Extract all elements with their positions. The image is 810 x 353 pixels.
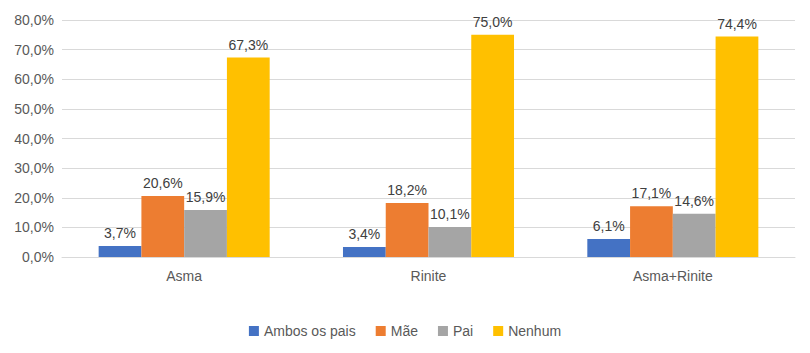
svg-text:20,6%: 20,6% bbox=[143, 175, 183, 191]
svg-text:14,6%: 14,6% bbox=[674, 193, 714, 209]
svg-text:Ambos os pais: Ambos os pais bbox=[264, 323, 356, 339]
svg-text:75,0%: 75,0% bbox=[473, 14, 513, 30]
svg-text:60,0%: 60,0% bbox=[14, 71, 54, 87]
svg-text:Nenhum: Nenhum bbox=[508, 323, 561, 339]
svg-text:3,4%: 3,4% bbox=[348, 226, 380, 242]
svg-text:Rinite: Rinite bbox=[411, 268, 447, 284]
svg-text:Asma: Asma bbox=[166, 268, 202, 284]
svg-text:10,1%: 10,1% bbox=[430, 206, 470, 222]
svg-text:0,0%: 0,0% bbox=[22, 249, 54, 265]
svg-text:18,2%: 18,2% bbox=[387, 182, 427, 198]
svg-text:Asma+Rinite: Asma+Rinite bbox=[633, 268, 713, 284]
svg-text:6,1%: 6,1% bbox=[593, 218, 625, 234]
svg-text:50,0%: 50,0% bbox=[14, 101, 54, 117]
svg-text:80,0%: 80,0% bbox=[14, 12, 54, 28]
svg-text:10,0%: 10,0% bbox=[14, 219, 54, 235]
svg-text:30,0%: 30,0% bbox=[14, 160, 54, 176]
svg-text:3,7%: 3,7% bbox=[104, 225, 136, 241]
svg-text:74,4%: 74,4% bbox=[717, 16, 757, 32]
svg-text:40,0%: 40,0% bbox=[14, 131, 54, 147]
svg-text:17,1%: 17,1% bbox=[632, 185, 672, 201]
svg-text:Pai: Pai bbox=[453, 323, 473, 339]
svg-text:Mãe: Mãe bbox=[391, 323, 418, 339]
svg-text:15,9%: 15,9% bbox=[186, 189, 226, 205]
svg-text:70,0%: 70,0% bbox=[14, 42, 54, 58]
svg-text:20,0%: 20,0% bbox=[14, 190, 54, 206]
svg-text:67,3%: 67,3% bbox=[228, 37, 268, 53]
